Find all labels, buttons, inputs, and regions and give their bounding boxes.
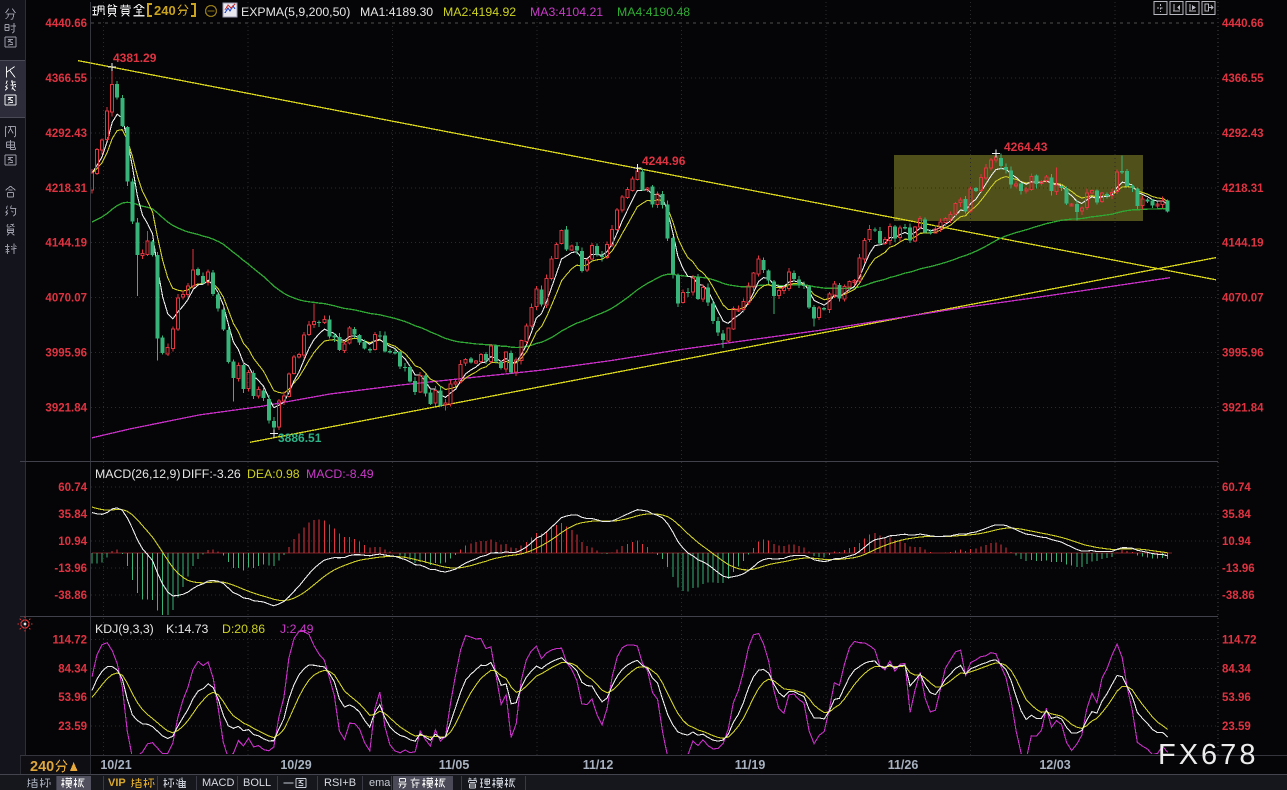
svg-text:114.72: 114.72 [1222,635,1257,647]
svg-text:114.72: 114.72 [52,635,87,647]
svg-text:3921.84: 3921.84 [45,403,87,415]
svg-text:-13.96: -13.96 [1222,563,1255,575]
svg-text:4264.43: 4264.43 [1004,140,1048,154]
svg-text:D:20.86: D:20.86 [222,622,265,636]
svg-text:4144.19: 4144.19 [45,238,87,250]
svg-text:3886.51: 3886.51 [278,431,322,445]
svg-text:53.96: 53.96 [1222,692,1251,704]
svg-text:84.34: 84.34 [58,663,87,675]
svg-text:35.84: 35.84 [1222,509,1251,521]
svg-text:MACD: MACD [202,777,234,789]
svg-text:MA3:4104.21: MA3:4104.21 [530,5,603,19]
svg-text:10/21: 10/21 [100,758,131,772]
svg-text:4292.43: 4292.43 [1222,128,1264,140]
svg-text:4292.43: 4292.43 [45,128,87,140]
svg-text:11/26: 11/26 [888,758,919,772]
svg-text:240: 240 [154,3,176,18]
svg-text:-38.86: -38.86 [1222,590,1255,602]
svg-text:K:14.73: K:14.73 [166,622,209,636]
svg-text:4366.55: 4366.55 [1222,73,1264,85]
svg-text:ema: ema [369,777,391,789]
svg-text:FX678: FX678 [1158,739,1258,771]
svg-text:4366.55: 4366.55 [45,73,87,85]
svg-text:11/19: 11/19 [735,758,766,772]
svg-text:35.84: 35.84 [58,509,87,521]
svg-text:60.74: 60.74 [58,482,87,494]
svg-text:3995.96: 3995.96 [45,348,87,360]
svg-text:23.59: 23.59 [58,721,87,733]
svg-text:4381.29: 4381.29 [113,51,157,65]
svg-text:-13.96: -13.96 [54,563,87,575]
svg-text:23.59: 23.59 [1222,721,1251,733]
svg-text:4218.31: 4218.31 [1222,183,1264,195]
svg-text:11/12: 11/12 [583,758,614,772]
svg-text:MA1:4189.30: MA1:4189.30 [360,5,433,19]
svg-text:MA2:4194.92: MA2:4194.92 [443,5,516,19]
svg-text:BOLL: BOLL [243,777,271,789]
svg-text:4440.66: 4440.66 [45,18,87,30]
svg-text:4070.07: 4070.07 [1222,293,1264,305]
svg-text:J:2.49: J:2.49 [280,622,314,636]
svg-text:3921.84: 3921.84 [1222,403,1264,415]
svg-text:12/03: 12/03 [1039,758,1070,772]
svg-text:MACD:-8.49: MACD:-8.49 [306,467,374,481]
svg-text:10/29: 10/29 [280,758,311,772]
svg-text:4144.19: 4144.19 [1222,238,1264,250]
svg-text:KDJ(9,3,3): KDJ(9,3,3) [95,622,154,636]
svg-text:10.94: 10.94 [1222,536,1251,548]
svg-text:53.96: 53.96 [58,692,87,704]
svg-text:4244.96: 4244.96 [642,154,686,168]
svg-text:DIFF:-3.26: DIFF:-3.26 [182,467,241,481]
svg-text:VIP: VIP [108,777,126,789]
svg-text:4218.31: 4218.31 [45,183,87,195]
svg-text:60.74: 60.74 [1222,482,1251,494]
svg-text:4070.07: 4070.07 [45,293,87,305]
svg-text:84.34: 84.34 [1222,663,1251,675]
svg-text:240: 240 [30,759,54,775]
svg-text:11/05: 11/05 [439,758,470,772]
svg-text:MACD(26,12,9): MACD(26,12,9) [95,467,180,481]
svg-text:MA4:4190.48: MA4:4190.48 [617,5,690,19]
svg-text:3995.96: 3995.96 [1222,348,1264,360]
svg-text:DEA:0.98: DEA:0.98 [247,467,300,481]
svg-text:RSI+B: RSI+B [324,777,356,789]
svg-text:10.94: 10.94 [58,536,87,548]
svg-text:EXPMA(5,9,200,50): EXPMA(5,9,200,50) [241,5,350,19]
svg-text:4440.66: 4440.66 [1222,18,1264,30]
svg-text:-38.86: -38.86 [54,590,87,602]
